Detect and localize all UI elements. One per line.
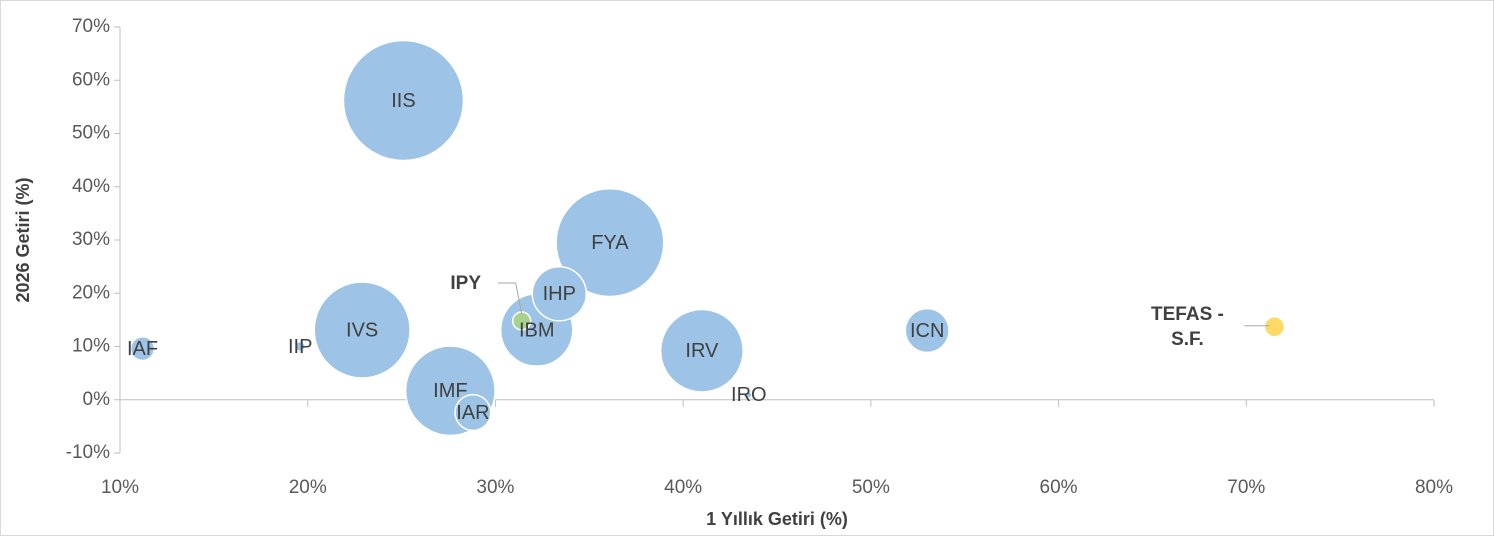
bubble-label: IAR <box>456 402 489 424</box>
y-tick-label: 10% <box>72 336 110 357</box>
x-tick-label: 70% <box>1227 477 1265 498</box>
x-tick-label: 30% <box>476 477 514 498</box>
bubble-label: IIS <box>391 90 415 112</box>
bubble <box>1263 316 1286 338</box>
x-tick-label: 10% <box>101 477 139 498</box>
bubble-label: IBM <box>519 319 555 341</box>
y-tick-label: 40% <box>72 176 110 197</box>
y-tick-label: 50% <box>72 123 110 144</box>
y-tick-label: -10% <box>66 442 110 463</box>
bubble-label: ICN <box>910 320 944 342</box>
bubble <box>129 336 156 362</box>
bubble-label: IHP <box>543 283 576 305</box>
y-tick-label: 60% <box>72 69 110 90</box>
bubble-label: IIP <box>288 336 312 358</box>
bubble-label: FYA <box>591 232 629 254</box>
y-tick-label: 0% <box>83 389 111 410</box>
callout-label: S.F. <box>1171 329 1204 350</box>
bubble-label: IAF <box>127 338 158 360</box>
bubble <box>555 188 665 298</box>
y-tick-label: 70% <box>72 16 110 37</box>
bubble-label: IRO <box>731 384 767 406</box>
bubble-label: IMF <box>433 380 467 402</box>
y-tick-label: 30% <box>72 229 110 250</box>
bubble <box>659 308 744 393</box>
bubble <box>454 393 492 432</box>
callout-label: TEFAS - <box>1151 304 1224 325</box>
x-tick-label: 60% <box>1040 477 1078 498</box>
callout-line <box>497 282 523 315</box>
x-tick-label: 20% <box>289 477 327 498</box>
bubble-label: IVS <box>346 319 378 341</box>
bubble <box>313 281 411 379</box>
bubble <box>904 307 950 354</box>
bubble <box>744 391 753 399</box>
bubble <box>294 340 306 353</box>
x-tick-label: 50% <box>852 477 890 498</box>
y-tick-label: 20% <box>72 282 110 303</box>
bubble-label: IRV <box>685 340 719 362</box>
x-tick-label: 40% <box>664 477 702 498</box>
y-axis-title: 2026 Getiri (%) <box>13 177 33 302</box>
x-tick-label: 80% <box>1415 477 1453 498</box>
bubble <box>531 266 588 322</box>
callout-label: IPY <box>450 273 481 294</box>
bubble <box>342 39 465 162</box>
x-axis-title: 1 Yıllık Getiri (%) <box>706 509 848 529</box>
